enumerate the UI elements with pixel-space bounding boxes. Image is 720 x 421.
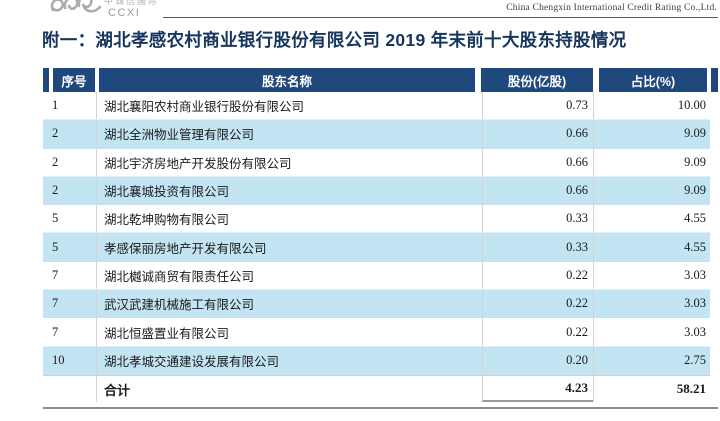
pct-cell: 3.03 xyxy=(593,318,710,346)
column-header-name: 股东名称 xyxy=(99,68,475,92)
rank-cell: 1 xyxy=(52,98,59,113)
total-shares: 4.23 xyxy=(482,375,593,403)
name-cell: 湖北全洲物业管理有限公司 xyxy=(96,120,482,148)
shares-cell: 0.33 xyxy=(482,205,593,233)
ccxi-logo-swirl-icon xyxy=(48,0,108,24)
table-row: 1 湖北襄阳农村商业银行股份有限公司 0.73 10.00 xyxy=(43,92,710,121)
name-cell: 武汉武建机械施工有限公司 xyxy=(96,290,482,318)
shares-cell: 0.66 xyxy=(482,176,593,205)
pct-cell: 3.03 xyxy=(593,261,710,290)
name-cell: 孝感保丽房地产开发有限公司 xyxy=(96,233,482,261)
ccxi-logo-chinese-text: 中诚信国际 xyxy=(104,0,160,6)
column-header-pct: 占比(%) xyxy=(599,68,707,92)
shares-cell: 0.66 xyxy=(482,120,593,148)
pct-cell: 10.00 xyxy=(593,92,710,120)
name-cell: 湖北宇济房地产开发股份有限公司 xyxy=(96,148,482,176)
table-row: 2 湖北襄城投资有限公司 0.66 9.09 xyxy=(43,176,710,206)
table-row: 5 孝感保丽房地产开发有限公司 0.33 4.55 xyxy=(43,233,710,262)
header-right-stub xyxy=(711,68,718,92)
shares-cell: 0.73 xyxy=(482,92,593,120)
table-row: 2 湖北宇济房地产开发股份有限公司 0.66 9.09 xyxy=(43,148,710,177)
rank-cell-empty xyxy=(43,376,96,403)
pct-cell: 3.03 xyxy=(593,290,710,318)
rank-cell: 2 xyxy=(52,126,59,141)
ccxi-logo-abbr: CCXI xyxy=(108,7,141,19)
rank-cell: 7 xyxy=(52,296,59,311)
pct-cell: 4.55 xyxy=(593,233,710,261)
column-header-shares: 股份(亿股) xyxy=(481,68,593,92)
name-cell: 湖北乾坤购物有限公司 xyxy=(96,205,482,233)
table-row: 2 湖北全洲物业管理有限公司 0.66 9.09 xyxy=(43,120,710,149)
letterhead-rule xyxy=(163,16,718,18)
table-row: 5 湖北乾坤购物有限公司 0.33 4.55 xyxy=(43,205,710,234)
name-cell: 湖北樾诚商贸有限责任公司 xyxy=(96,261,482,290)
shares-cell: 0.33 xyxy=(482,233,593,261)
rank-cell: 2 xyxy=(52,183,59,198)
table-row: 7 湖北樾诚商贸有限责任公司 0.22 3.03 xyxy=(43,261,710,291)
pct-cell: 4.55 xyxy=(593,205,710,233)
rank-cell: 2 xyxy=(52,154,59,169)
rank-cell: 7 xyxy=(52,324,59,339)
pct-cell: 9.09 xyxy=(593,148,710,176)
table-row: 7 武汉武建机械施工有限公司 0.22 3.03 xyxy=(43,290,710,319)
name-cell: 湖北襄城投资有限公司 xyxy=(96,176,482,205)
header-left-stub xyxy=(43,68,49,92)
table-total-row: 合计 4.23 58.21 xyxy=(43,374,710,403)
table-row: 7 湖北恒盛置业有限公司 0.22 3.03 xyxy=(43,318,710,347)
rank-cell: 7 xyxy=(52,267,59,282)
shares-cell: 0.20 xyxy=(482,346,593,374)
shares-cell: 0.66 xyxy=(482,148,593,176)
table-row: 10 湖北孝城交通建设发展有限公司 0.20 2.75 xyxy=(43,346,710,375)
rank-cell: 10 xyxy=(52,352,65,367)
name-cell: 湖北孝城交通建设发展有限公司 xyxy=(96,346,482,374)
table-header-row: 序号 股东名称 股份(亿股) 占比(%) xyxy=(43,68,718,92)
name-cell: 湖北恒盛置业有限公司 xyxy=(96,318,482,346)
pct-cell: 2.75 xyxy=(593,346,710,374)
company-name-english: China Chengxin International Credit Rati… xyxy=(506,3,717,13)
total-pct: 58.21 xyxy=(593,375,710,403)
total-label: 合计 xyxy=(96,375,482,403)
shares-cell: 0.22 xyxy=(482,261,593,290)
shares-cell: 0.22 xyxy=(482,318,593,346)
page-title: 附一：湖北孝感农村商业银行股份有限公司 2019 年末前十大股东持股情况 xyxy=(42,30,627,50)
column-header-rank: 序号 xyxy=(53,68,95,92)
shares-cell: 0.22 xyxy=(482,290,593,318)
pct-cell: 9.09 xyxy=(593,120,710,148)
pct-cell: 9.09 xyxy=(593,176,710,205)
table-bottom-rule xyxy=(43,407,718,409)
name-cell: 湖北襄阳农村商业银行股份有限公司 xyxy=(96,92,482,120)
table-body: 1 湖北襄阳农村商业银行股份有限公司 0.73 10.00 2 湖北全洲物业管理… xyxy=(43,92,710,403)
rank-cell: 5 xyxy=(52,239,59,254)
rank-cell: 5 xyxy=(52,211,59,226)
